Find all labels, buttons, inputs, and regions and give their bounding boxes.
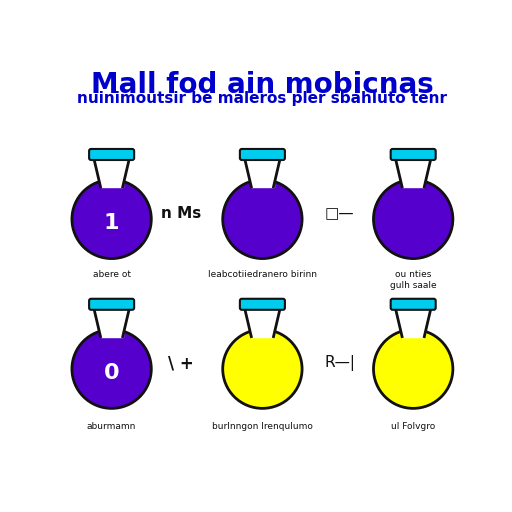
FancyBboxPatch shape [391, 299, 436, 310]
Polygon shape [395, 308, 431, 336]
Text: \ +: \ + [168, 354, 194, 372]
Polygon shape [402, 180, 424, 187]
Text: leabcotiiedranero birinn: leabcotiiedranero birinn [208, 270, 317, 280]
FancyBboxPatch shape [240, 149, 285, 160]
Text: R—|: R—| [324, 355, 355, 371]
FancyBboxPatch shape [89, 149, 134, 160]
Polygon shape [94, 308, 130, 336]
Circle shape [223, 330, 302, 409]
FancyBboxPatch shape [89, 299, 134, 310]
Text: ou nties
gulh saale: ou nties gulh saale [390, 270, 437, 290]
Text: 0: 0 [104, 363, 119, 383]
Polygon shape [251, 330, 273, 336]
Text: □—: □— [325, 206, 355, 221]
Text: Mall fod ain mobicnas: Mall fod ain mobicnas [91, 71, 434, 99]
Polygon shape [251, 180, 273, 187]
Text: abere ot: abere ot [93, 270, 131, 280]
Text: nuinimoutsir be maleros pler sbahluto tenr: nuinimoutsir be maleros pler sbahluto te… [77, 91, 447, 106]
Circle shape [373, 180, 453, 259]
Text: 1: 1 [104, 213, 119, 233]
Polygon shape [395, 158, 431, 187]
FancyBboxPatch shape [240, 299, 285, 310]
Text: burlnngon lrenqulumo: burlnngon lrenqulumo [212, 422, 313, 431]
Text: aburmamn: aburmamn [87, 422, 136, 431]
FancyBboxPatch shape [391, 149, 436, 160]
Circle shape [373, 330, 453, 409]
Polygon shape [245, 158, 280, 187]
Circle shape [72, 180, 152, 259]
Polygon shape [402, 330, 424, 336]
Polygon shape [245, 308, 280, 336]
Circle shape [223, 180, 302, 259]
Text: n Ms: n Ms [161, 206, 201, 221]
Circle shape [72, 330, 152, 409]
Text: ul Folvgro: ul Folvgro [391, 422, 435, 431]
Polygon shape [94, 158, 130, 187]
Polygon shape [100, 330, 123, 336]
Polygon shape [100, 180, 123, 187]
